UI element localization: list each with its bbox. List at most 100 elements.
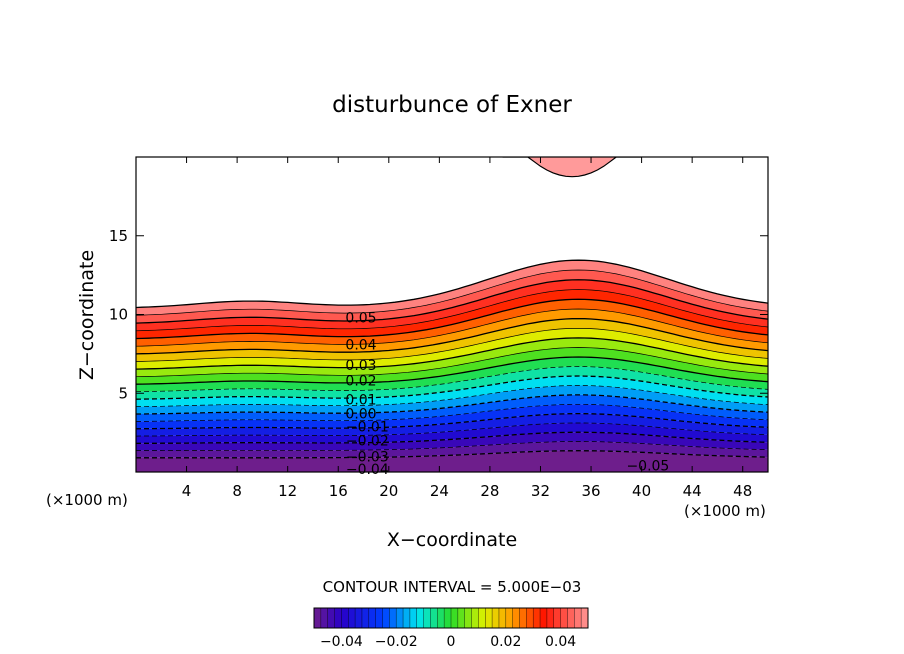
upper-lobe-region (502, 157, 642, 177)
colorbar-frame (313, 607, 589, 629)
y-axis-ticks: 5 10 15 (109, 227, 768, 402)
contour-band (136, 337, 768, 377)
contour-line (136, 441, 768, 451)
colorbar-swatch (492, 608, 500, 628)
colorbar-swatch (567, 608, 575, 628)
chart-title: disturbunce of Exner (332, 92, 572, 118)
colorbar-swatch (355, 608, 363, 628)
x-unit-left: (×1000 m) (46, 491, 128, 509)
contour-band (136, 441, 768, 458)
contour-band (136, 450, 768, 472)
y-axis-label: Z−coordinate (76, 250, 98, 380)
contour-band (136, 394, 768, 422)
contour-band (136, 347, 768, 385)
colorbar-swatch (560, 608, 568, 628)
x-tick-label: 36 (581, 482, 600, 500)
colorbar-swatch (546, 608, 555, 628)
colorbar-swatch (519, 608, 527, 628)
contour-label: 0.02 (345, 374, 376, 390)
x-tick-label: 32 (531, 482, 550, 500)
y-tick-label: 10 (109, 306, 128, 324)
colorbar-swatch (416, 608, 424, 628)
contour-band (136, 432, 768, 451)
colorbar-swatch (512, 608, 520, 628)
contour-line (136, 347, 768, 378)
colorbar-swatch (526, 608, 534, 628)
x-axis-ticks: 4 8 12 16 20 24 28 32 36 40 44 48 (182, 157, 752, 500)
x-tick-label: 40 (632, 482, 651, 500)
colorbar-swatch (409, 608, 418, 628)
colorbar-swatch (574, 608, 582, 628)
contour-line (136, 327, 768, 362)
contour-line (136, 450, 768, 459)
contour-line (136, 289, 768, 332)
contour-band (136, 260, 768, 316)
contour-label: 0.03 (345, 358, 376, 374)
colorbar-swatch (348, 608, 356, 628)
contour-label: 0.05 (345, 311, 376, 327)
contour-line (136, 375, 768, 400)
contour-band (136, 328, 768, 370)
y-tick-label: 5 (118, 384, 128, 402)
colorbar-tick-label: −0.04 (320, 634, 363, 650)
colorbar-swatch (437, 608, 445, 628)
colorbar-swatch (375, 608, 383, 628)
colorbar-swatch (451, 608, 459, 628)
contour-band (136, 413, 768, 437)
x-tick-label: 44 (683, 482, 702, 500)
colorbar-swatch (533, 608, 541, 628)
contour-band (136, 357, 768, 392)
contour-labels: 0.050.040.030.020.010.00−0.01−0.02−0.03−… (345, 311, 669, 478)
contour-line (136, 308, 768, 347)
contour-label: −0.03 (346, 449, 389, 465)
x-unit-right: (×1000 m) (684, 502, 766, 520)
colorbar-swatch (382, 608, 390, 628)
colorbar-swatch (396, 608, 404, 628)
contour-band (136, 385, 768, 414)
contour-line (136, 431, 768, 445)
colorbar-swatch (478, 608, 486, 628)
colorbar-swatch (464, 608, 472, 628)
colorbar-tick-label: 0.02 (490, 634, 521, 650)
colorbar-tick-label: −0.02 (375, 634, 418, 650)
contour-band (136, 423, 768, 444)
colorbar-ticks: −0.04 −0.02 0 0.02 0.04 (320, 634, 576, 650)
x-tick-label: 48 (733, 482, 752, 500)
x-tick-label: 12 (278, 482, 297, 500)
colorbar-swatch (389, 608, 397, 628)
colorbar-tick-label: 0.04 (545, 634, 576, 650)
contour-band (136, 279, 768, 331)
colorbar-swatch (334, 608, 342, 628)
contour-line (136, 422, 768, 437)
x-tick-label: 16 (329, 482, 348, 500)
colorbar-swatch (505, 608, 513, 628)
x-tick-label: 28 (480, 482, 499, 500)
colorbar-swatch (430, 608, 438, 628)
contour-line (136, 412, 768, 430)
y-tick-label: 15 (109, 227, 128, 245)
colorbar-swatch (498, 608, 507, 628)
colorbar-swatch (471, 608, 479, 628)
contour-line (136, 394, 768, 415)
contour-line (136, 318, 768, 355)
colorbar-swatch (423, 608, 431, 628)
contour-label: 0.01 (345, 393, 376, 409)
colorbar-tick-label: 0 (447, 634, 456, 650)
colorbar-swatch (341, 608, 349, 628)
contour-line (136, 259, 768, 309)
contour-band (136, 270, 768, 324)
contour-label: −0.04 (346, 462, 389, 478)
colorbar-swatch (444, 608, 452, 628)
x-tick-label: 8 (232, 482, 242, 500)
x-axis-label: X−coordinate (387, 529, 517, 551)
contour-band (136, 404, 768, 429)
contour-label: 0.00 (345, 407, 376, 423)
contour-line (136, 366, 768, 393)
contour-interval-text: CONTOUR INTERVAL = 5.000E−03 (323, 578, 582, 596)
contour-band (136, 289, 768, 339)
contour-line (136, 356, 768, 385)
contour-line (136, 385, 768, 407)
contour-label: −0.01 (346, 419, 389, 435)
colorbar-swatch (581, 608, 589, 628)
